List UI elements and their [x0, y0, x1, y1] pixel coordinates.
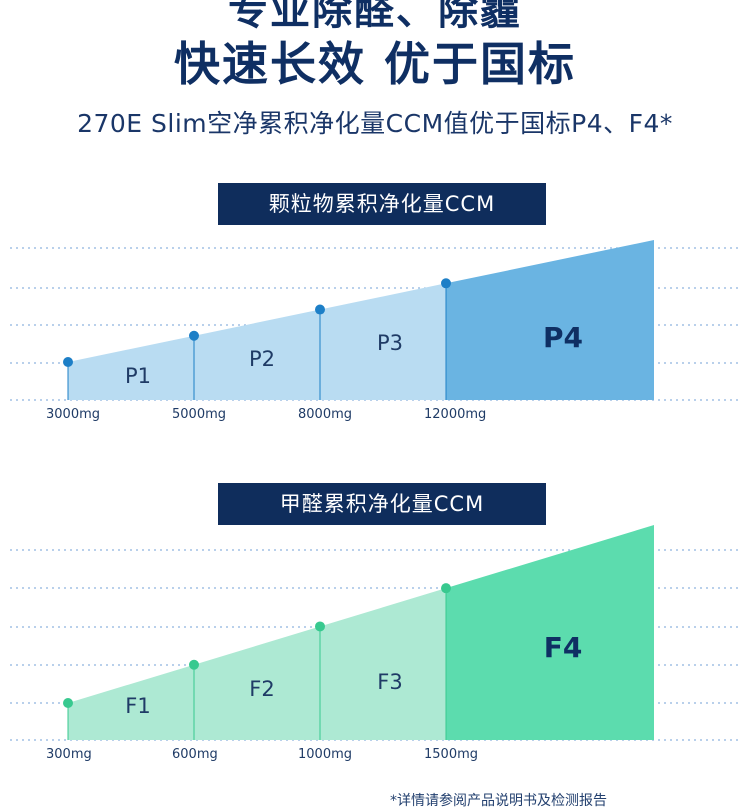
- x-tick-label: 12000mg: [424, 407, 486, 422]
- x-tick-label: 600mg: [172, 747, 218, 762]
- x-tick-label: 8000mg: [298, 407, 352, 422]
- x-tick-label: 3000mg: [46, 407, 100, 422]
- highlight-zone-label: P4: [543, 321, 583, 354]
- zone-label: F3: [377, 670, 402, 694]
- zone-label: P2: [249, 347, 275, 371]
- data-marker: [189, 659, 199, 670]
- area-light: [68, 283, 446, 400]
- top-headline: 专业除醛、除霾: [228, 0, 522, 34]
- area-highlight: [446, 525, 654, 740]
- footnote: *详情请参阅产品说明书及检测报告: [390, 793, 607, 809]
- zone-label: F2: [249, 677, 274, 701]
- x-tick-label: 1500mg: [424, 747, 478, 762]
- hcho-ccm-chart: 300mg 600mg 1000mg 1500mg F1 F2 F3 F4: [10, 525, 740, 762]
- data-marker: [441, 583, 451, 594]
- data-marker: [63, 357, 73, 367]
- data-marker: [441, 278, 451, 289]
- pm-chart-title: 颗粒物累积净化量CCM: [218, 183, 546, 225]
- x-tick-label: 5000mg: [172, 407, 226, 422]
- main-title: 快速长效 优于国标: [173, 37, 576, 91]
- highlight-zone-label: F4: [544, 631, 583, 664]
- zone-label: P3: [377, 331, 403, 355]
- pm-ccm-chart: 3000mg 5000mg 8000mg 12000mg P1 P2 P3 P4: [10, 240, 740, 422]
- zone-label: P1: [125, 364, 151, 388]
- x-tick-label: 1000mg: [298, 747, 352, 762]
- area-light: [68, 588, 446, 740]
- data-marker: [315, 304, 325, 315]
- zone-label: F1: [125, 694, 150, 718]
- data-marker: [315, 621, 325, 632]
- data-marker: [63, 698, 73, 708]
- x-tick-label: 300mg: [46, 747, 92, 762]
- area-highlight: [446, 240, 654, 400]
- hcho-chart-title: 甲醛累积净化量CCM: [218, 483, 546, 525]
- subtitle: 270E Slim空净累积净化量CCM值优于国标P4、F4*: [77, 109, 673, 138]
- data-marker: [189, 330, 199, 341]
